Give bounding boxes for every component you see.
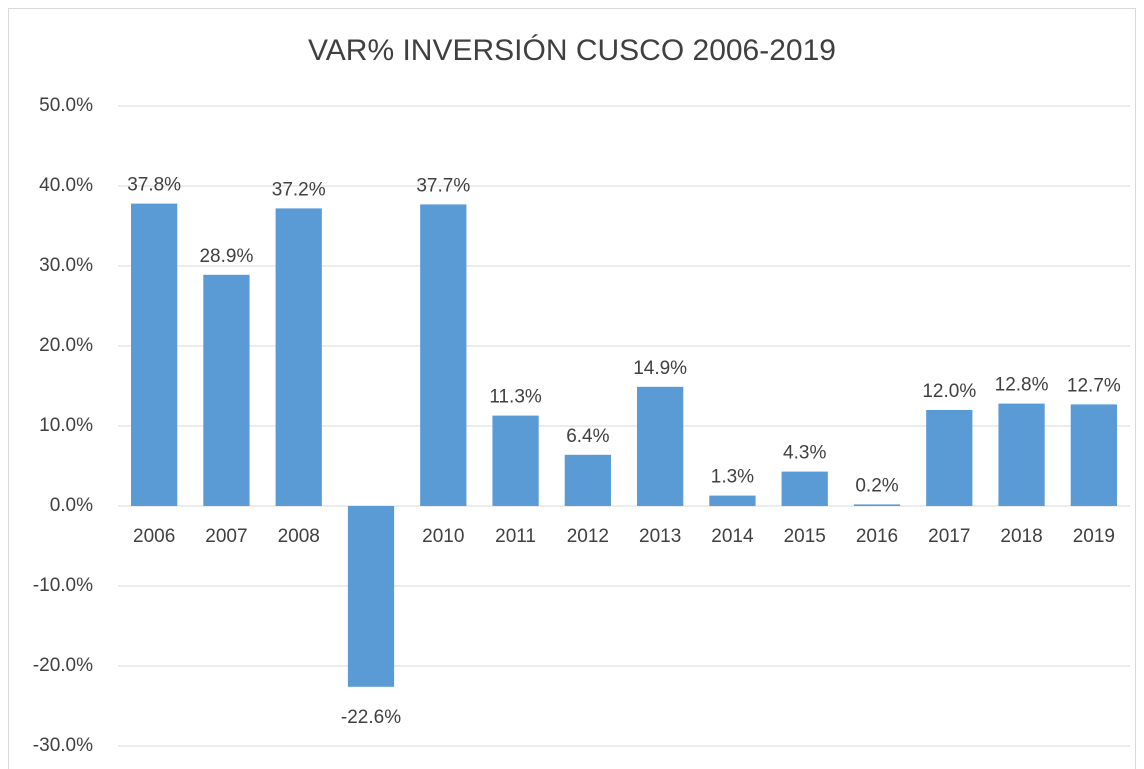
value-label: 12.7% [1067, 375, 1121, 396]
x-tick-label: 2012 [567, 526, 609, 547]
bar [347, 506, 395, 687]
value-label: 12.8% [995, 375, 1049, 396]
y-tick-label: 40.0% [39, 175, 93, 196]
y-tick-label: 30.0% [39, 255, 93, 276]
value-label: 37.7% [416, 175, 470, 196]
bar [203, 274, 250, 506]
bar [420, 204, 467, 506]
bar [998, 403, 1045, 506]
y-tick-label: 10.0% [39, 415, 93, 436]
x-tick-label: 2010 [422, 526, 464, 547]
bar [275, 208, 322, 506]
chart-title: VAR% INVERSIÓN CUSCO 2006-2019 [308, 34, 836, 67]
bar [709, 495, 756, 506]
value-label: 28.9% [199, 246, 253, 267]
value-label: 37.8% [127, 175, 181, 196]
value-label: 4.3% [783, 443, 826, 464]
x-tick-label: 2008 [278, 526, 320, 547]
chart-border [8, 8, 1136, 769]
y-tick-label: 50.0% [39, 95, 93, 116]
x-tick-label: 2011 [495, 526, 536, 547]
y-tick-label: 20.0% [39, 335, 93, 356]
x-tick-label: 2007 [205, 526, 247, 547]
y-tick-label: -20.0% [33, 655, 93, 676]
x-tick-label: 2014 [711, 526, 754, 547]
x-tick-label: 2006 [133, 526, 175, 547]
value-label: 14.9% [633, 358, 687, 379]
y-tick-label: -30.0% [33, 735, 93, 756]
value-label: -22.6% [341, 707, 401, 728]
bar [1070, 404, 1117, 506]
bar [781, 471, 828, 506]
x-tick-label: 2013 [639, 526, 681, 547]
x-tick-label: 2017 [928, 526, 970, 547]
bar [853, 504, 901, 506]
x-tick-label: 2016 [856, 526, 898, 547]
value-label: 12.0% [922, 381, 976, 402]
bar [564, 454, 611, 506]
value-label: 11.3% [489, 387, 542, 408]
x-tick-label: 2019 [1073, 526, 1115, 547]
value-label: 0.2% [855, 475, 898, 496]
bar [492, 415, 539, 506]
bar [131, 203, 178, 506]
value-label: 37.2% [272, 179, 326, 200]
y-tick-label: 0.0% [50, 495, 93, 516]
value-label: 6.4% [566, 426, 609, 447]
bar [926, 410, 973, 506]
value-label: 1.3% [711, 467, 754, 488]
x-tick-label: 2018 [1000, 526, 1042, 547]
bar [637, 386, 684, 506]
y-tick-label: -10.0% [33, 575, 93, 596]
x-tick-label: 2015 [784, 526, 826, 547]
